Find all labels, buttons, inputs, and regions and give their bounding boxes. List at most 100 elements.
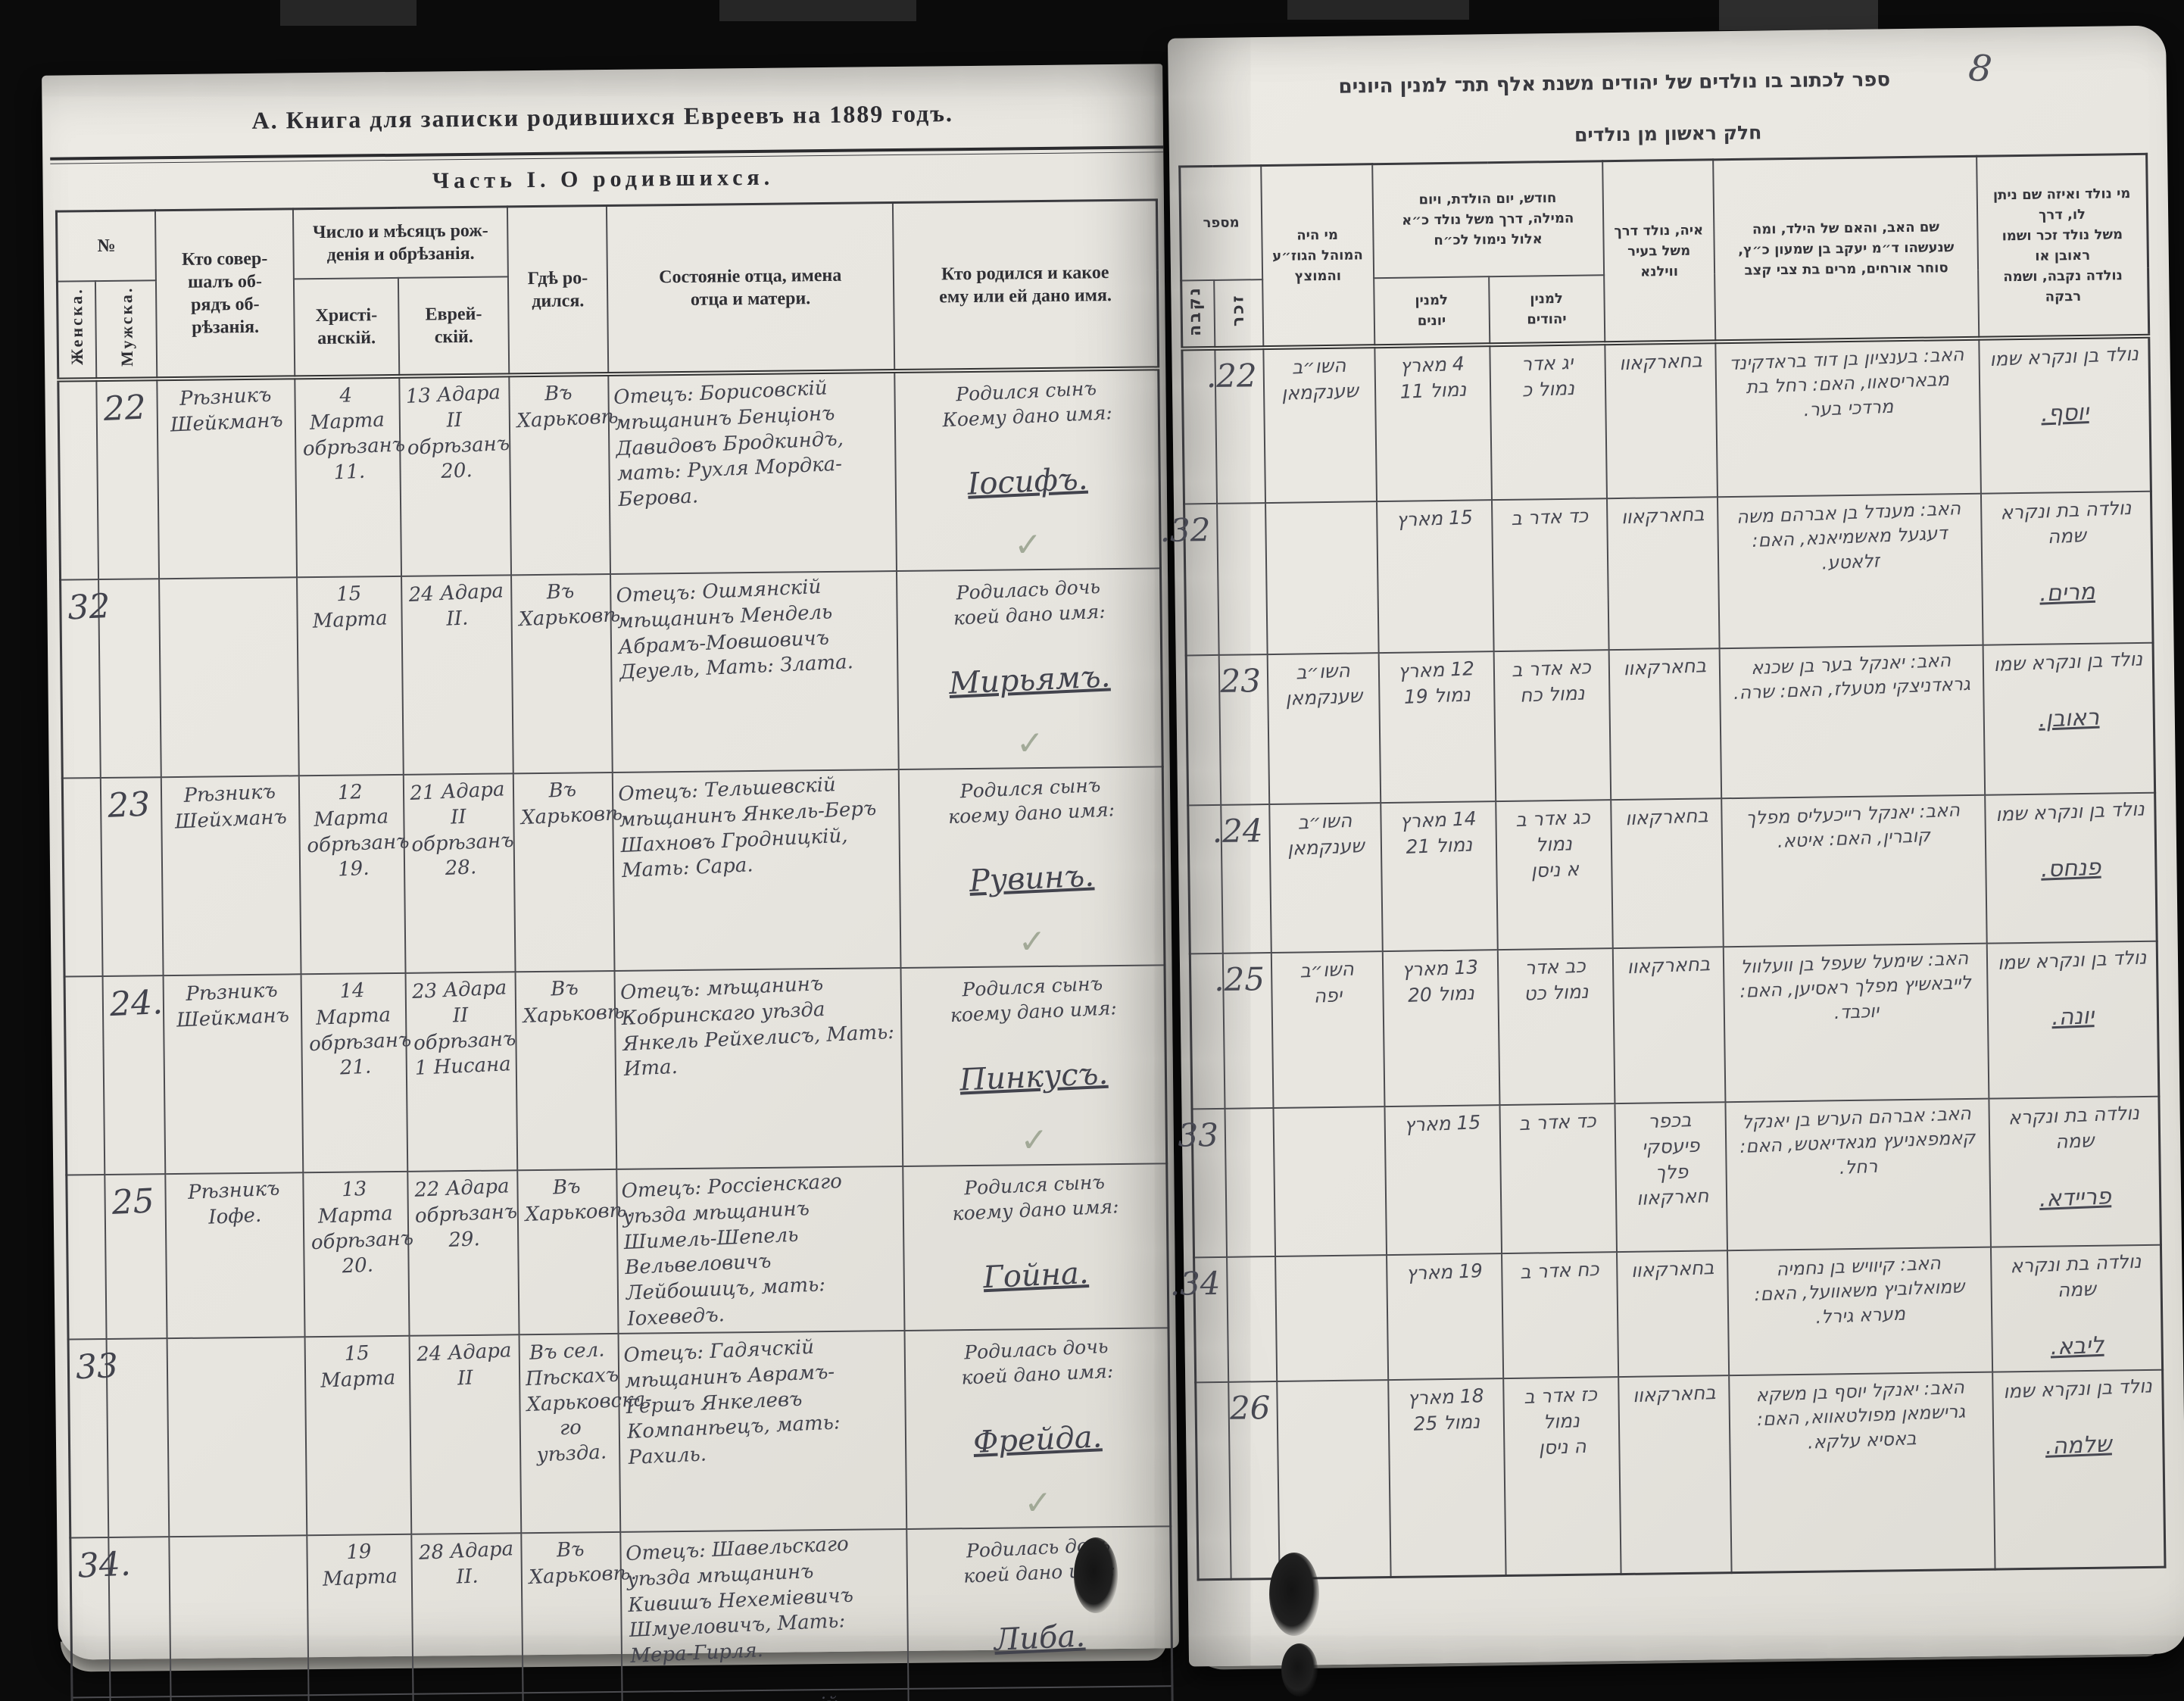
birthplace: Въ Харьковѣ. — [529, 1537, 638, 1589]
jewish-date: 13 Адара II обрѣзанъ 20. — [405, 381, 510, 484]
child-name: ליבא. — [2049, 1331, 2104, 1361]
christian-date: 13 Марта обрѣзанъ 20. — [310, 1177, 414, 1278]
birthplace: בכפר פיעסקי פלך חארקאוו — [1636, 1109, 1709, 1210]
jewish-date: 22 Адара обрѣзанъ 29. — [413, 1175, 518, 1252]
parents: האב: מענדל בן אברהם משה דעגעל מאשמיאנא, … — [1736, 498, 1962, 574]
right-page: 8 ספר לכתוב בו נולדים של יהודים משנת אלף… — [1159, 25, 2184, 1667]
column-header-officiant: Кто совер- шалъ об- рядъ об- рѣзанія. — [155, 208, 295, 379]
child-name: יוסף. — [2040, 398, 2089, 428]
child-name: פריידא. — [2038, 1183, 2112, 1213]
child-intro: Родился сынъ коему дано имя: — [951, 1170, 1119, 1225]
entry-number-male: 23 — [107, 785, 151, 826]
child-intro: נולדה בת ונקרא שמה — [2008, 1102, 2140, 1153]
table-row: 25 Рѣзникъ Іофе. 13 Марта обрѣзанъ 20. 2… — [66, 1163, 1168, 1340]
parents: האב: יאנקל יוסף בן משקא גרישמאן מפולטאוו… — [1755, 1376, 1967, 1453]
table-row: 33 15 Марта 24 Адара II Въ сел. Пѣскахъ … — [68, 1327, 1171, 1538]
part-title-hebrew: חלק ראשון מן נולדים — [1574, 121, 1762, 146]
child-name: שלמה. — [2044, 1431, 2112, 1460]
check-mark-icon — [911, 1318, 1161, 1320]
officiant: Рѣзникъ Шейкманъ — [170, 383, 284, 437]
photo-artifact — [1287, 0, 1469, 20]
column-header-christian-date: Христі- анскій. — [293, 277, 400, 378]
jewish-date: 24 Адара II. — [408, 579, 504, 631]
table-row: נולדה בת ונקרא שמה פריידא. האב: אברהם הע… — [1178, 1096, 2161, 1258]
entry-number-male: 22. — [1206, 357, 1257, 395]
photo-artifact — [1719, 0, 1878, 30]
birthplace: Въ Харьковѣ. — [524, 1175, 634, 1226]
entry-number-male: 24. — [1212, 812, 1263, 850]
header-row: מי נולד ואיזה שם ניתן לו, דרך משל נולד ז… — [1179, 154, 2149, 348]
jewish-date: 27 Адара II обрѣзанъ 5 Нисана — [418, 1696, 519, 1701]
mohel: השו״ב יפה — [1299, 957, 1355, 1007]
entry-number-male: 22 — [102, 388, 148, 429]
parents: האב: קיוויש בן נחמיה שמואלוביץ משאוועל, … — [1754, 1252, 1966, 1328]
officiant — [174, 1340, 298, 1345]
father-status: Отецъ: Борисовскій мѣщанинъ Бенціонъ Дав… — [613, 376, 844, 512]
page-title-hebrew: ספר לכתוב בו נולדים של יהודים משנת אלף ת… — [1338, 68, 1891, 98]
birthplace: בחארקאוו — [1626, 953, 1711, 978]
column-header-birthplace: איה, נולד דרך משל בעיר ווילנא — [1602, 159, 1716, 344]
table-row: 23 Рѣзникъ Шейхманъ 12 Марта обрѣзанъ 19… — [62, 766, 1165, 977]
column-header-dates-group: חודש, יום הולדת, ויום המילה, דרך משל נול… — [1371, 161, 1604, 278]
child-name: Фрейда. — [972, 1419, 1103, 1460]
child-intro: נולדה בת ונקרא שמה — [2009, 1250, 2142, 1302]
christian-date: 15 Марта — [311, 582, 388, 633]
column-header-female: Женска. — [57, 280, 97, 380]
greek-date: 14 מארץ נמול 21 — [1399, 807, 1477, 858]
entry-number-male: 25. — [1213, 960, 1265, 999]
father-status: Отецъ: Тельшевскій мѣщанинъ Янкель-Беръ … — [617, 773, 877, 883]
greek-date: 15 מארץ — [1403, 1111, 1481, 1137]
left-page: А. Книга для записки родившихся Евреевъ … — [42, 64, 1179, 1701]
entry-number-male: 23 — [1220, 662, 1262, 701]
christian-date: 4 Марта обрѣзанъ 11. — [302, 384, 406, 485]
jewish-date: יג אדר נמול כ — [1521, 351, 1575, 401]
binding-hole — [1074, 1537, 1118, 1613]
column-header-child: Кто родился и какое ему или ей дано имя. — [892, 199, 1159, 371]
entry-number-female: 34. — [76, 1544, 132, 1586]
child-name: Гойна. — [982, 1255, 1090, 1296]
entry-number-female: 33 — [74, 1346, 120, 1387]
jewish-date: כח אדר ב — [1519, 1258, 1599, 1284]
column-header-parents: שם האב, והאם של הילד, ומה שנעשהו ד״מ יעק… — [1713, 156, 1980, 342]
mohel — [1280, 1111, 1377, 1115]
check-mark-icon: ✓ — [1020, 1120, 1049, 1160]
christian-date: 14 Марта обрѣзанъ 21. — [308, 978, 412, 1080]
female-label: Женска. — [67, 287, 87, 366]
officiant — [166, 580, 289, 585]
jewish-date: 23 Адара II обрѣзанъ 1 Нисана — [411, 976, 516, 1081]
column-header-number: מספר — [1179, 165, 1262, 281]
father-status: Отецъ: мѣщанинъ Кобринскаго уѣзда Янкель… — [619, 972, 895, 1081]
photo-artifact — [280, 0, 417, 26]
birthplace: Въ сел. Пѣскахъ Харьковска- го уѣзда. — [525, 1338, 653, 1467]
column-header-number: № — [56, 210, 157, 282]
entry-number-male: 26 — [1229, 1389, 1271, 1428]
header-row: № Кто совер- шалъ об- рядъ об- рѣзанія. … — [56, 199, 1159, 379]
column-header-mohel: מי היה המוהל הגוז״ע והמוצץ — [1260, 164, 1374, 348]
entry-number-female: 34. — [1169, 1265, 1221, 1303]
check-mark-icon: ✓ — [1024, 1483, 1053, 1522]
table-row: נולד בן ונקרא שמו יוסף. האב: בענציון בן … — [1181, 336, 2151, 504]
table-row: 32 15 Марта 24 Адара II. Въ Харьковѣ. От… — [60, 568, 1163, 779]
child-intro: Родился сынъ коему дано имя: — [949, 972, 1118, 1026]
table-row: נולדה בת ונקרא שמה מרים. האב: מענדל בן א… — [1159, 491, 2154, 656]
female-label: נקבה — [1185, 285, 1206, 336]
entry-number-female: 32 — [67, 586, 111, 628]
birthplace: Въ Харьковѣ. — [516, 381, 626, 432]
table-row: נולד בן ונקרא שמו שלמה. האב: יאנקל יוסף … — [1195, 1369, 2166, 1580]
christian-date: 12 Марта обрѣзанъ 19. — [306, 780, 410, 882]
birthplace: Въ Харьковѣ. — [520, 778, 630, 829]
christian-date: 18 Марта обрѣзанъ 25. — [314, 1697, 409, 1701]
greek-date: 19 מארץ — [1405, 1259, 1484, 1285]
birthplace: בחארקאוו — [1620, 503, 1705, 529]
parents: האב: בענציון בן דוד בראדקינד מבאריסאוו, … — [1729, 344, 1965, 421]
christian-date: 15 Марта — [320, 1341, 396, 1393]
entry-number-male: 25 — [111, 1181, 156, 1222]
officiant: Рѣзникъ Шейкманъ — [176, 978, 290, 1032]
column-header-jewish-date: Еврей- скій. — [398, 276, 510, 376]
child-intro: Родился сынъ Коему дано имя: — [941, 376, 1113, 431]
table-row: נולד בן ונקרא שמו ראובן. האב: יאנקל בער … — [1186, 642, 2155, 806]
child-name: פנחס. — [2039, 854, 2101, 883]
mohel — [1272, 506, 1370, 510]
christian-date: 19 Марта — [322, 1540, 398, 1591]
